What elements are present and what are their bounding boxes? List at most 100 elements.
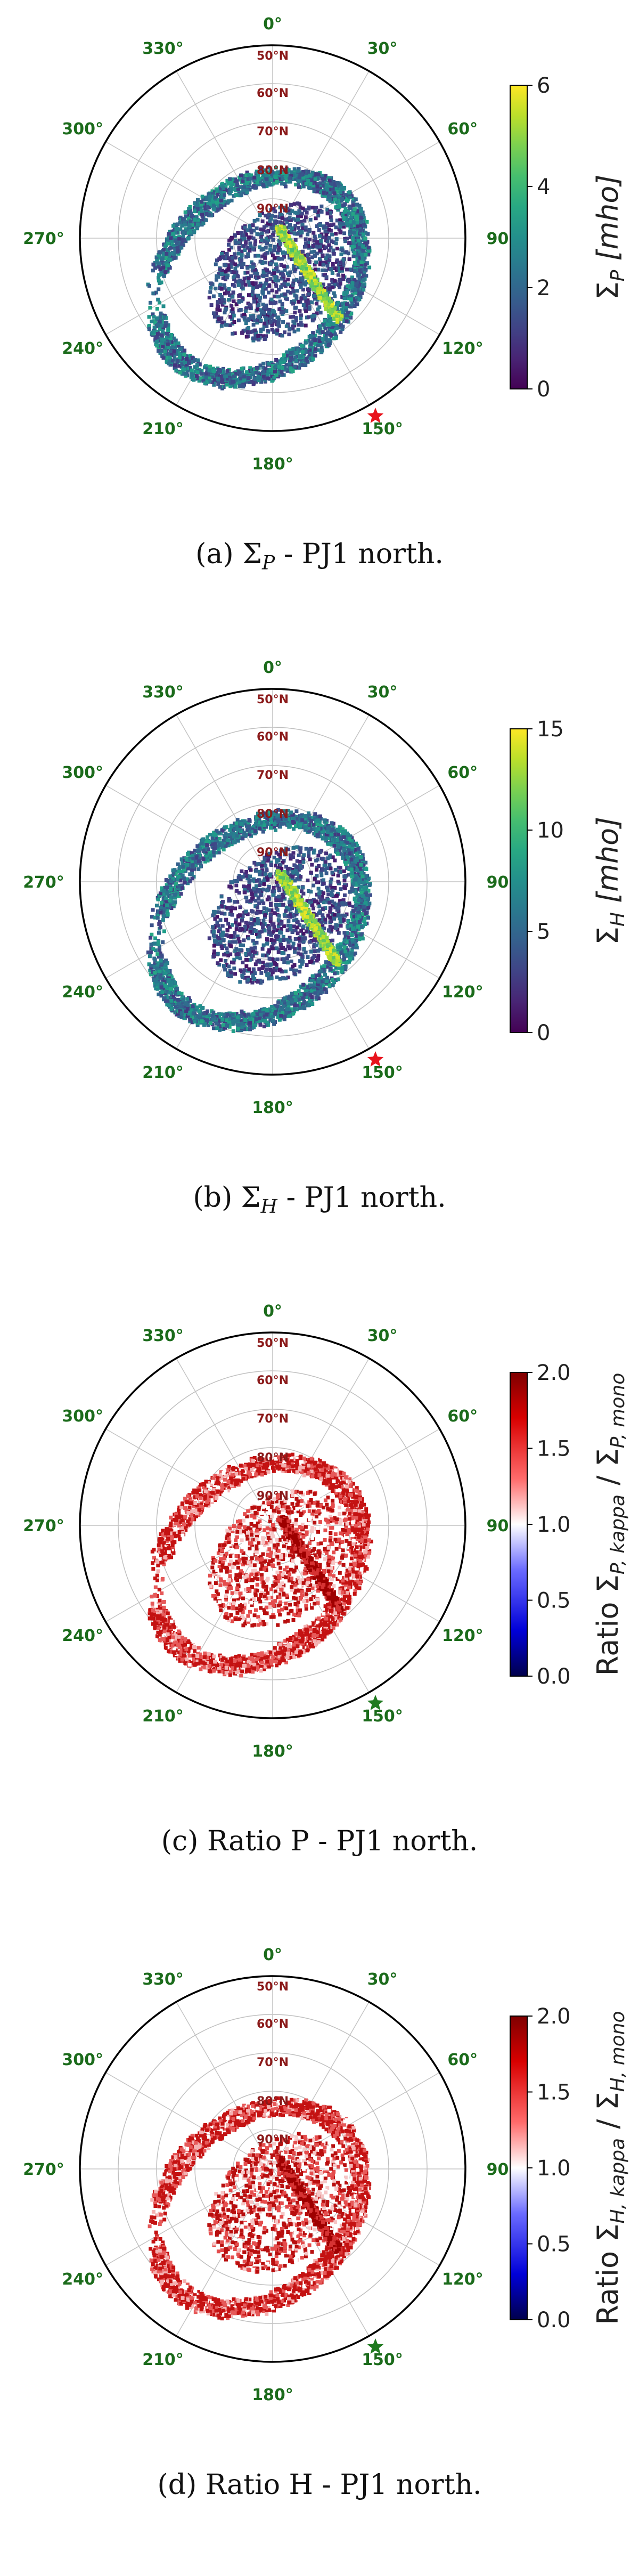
longitude-label: 0° xyxy=(263,659,282,677)
colorbar-tick-label: 0 xyxy=(537,1021,550,1045)
latitude-label: 70°N xyxy=(257,1412,289,1426)
latitude-label: 60°N xyxy=(257,87,289,100)
conductance-data xyxy=(148,2096,372,2321)
longitude-label: 150° xyxy=(362,1707,403,1726)
latitude-label: 70°N xyxy=(257,125,289,139)
latitude-label: 60°N xyxy=(257,730,289,744)
conductance-data xyxy=(146,165,372,391)
longitude-label: 240° xyxy=(62,983,103,1002)
longitude-label: 330° xyxy=(142,39,184,58)
longitude-label: 180° xyxy=(252,455,293,474)
polar-boundary xyxy=(79,1331,466,1719)
longitude-label: 30° xyxy=(367,1327,398,1345)
juno-marker-star xyxy=(367,1051,384,1067)
longitude-label: 60° xyxy=(447,1407,478,1426)
latitude-label: 90°N xyxy=(257,202,289,216)
juno-marker-star xyxy=(367,408,384,423)
longitude-label: 120° xyxy=(442,1627,484,1645)
longitude-label: 270° xyxy=(23,230,64,248)
colorbar-tick-label: 15 xyxy=(537,717,564,742)
longitude-label: 270° xyxy=(23,873,64,892)
colorbar-tick-label: 2.0 xyxy=(537,1361,571,1385)
colorbar-tick-label: 4 xyxy=(537,175,550,199)
latitude-label: 60°N xyxy=(257,1374,289,1387)
longitude-label: 300° xyxy=(62,120,103,139)
longitude-label: 240° xyxy=(62,339,103,358)
juno-marker-star xyxy=(367,1695,384,1710)
longitude-label: 210° xyxy=(142,420,184,438)
longitude-label: 30° xyxy=(367,683,398,702)
longitude-label: 150° xyxy=(362,420,403,438)
colorbar-tick-label: 0 xyxy=(537,377,550,402)
colorbar-tick-label: 0.0 xyxy=(537,2308,571,2333)
conductance-data xyxy=(147,1452,373,1678)
latitude-label: 80°N xyxy=(257,2095,289,2108)
longitude-label: 330° xyxy=(142,1970,184,1989)
latitude-label: 90°N xyxy=(257,846,289,859)
colorbar-label: Ratio ΣP, kappa / ΣP, mono xyxy=(591,1373,629,1676)
figure-panel-d: 50°N 60°N 70°N 80°N 90°N 0° 30° 60° 90° 120° 150° 1… xyxy=(0,1931,639,2574)
longitude-label: 120° xyxy=(442,983,484,1002)
longitude-label: 240° xyxy=(62,2270,103,2289)
longitude-label: 270° xyxy=(23,2160,64,2179)
longitude-label: 30° xyxy=(367,39,398,58)
colorbar-tick-label: 10 xyxy=(537,818,564,843)
longitude-label: 60° xyxy=(447,2051,478,2069)
polar-plot-c: 50°N60°N70°N80°N90°N0°30°60°90°120°150°1… xyxy=(23,1302,629,1761)
panel-caption: (a) ΣP - PJ1 north. xyxy=(195,538,444,574)
colorbar-tick-label: 1.5 xyxy=(537,2081,571,2105)
polar-boundary xyxy=(79,688,466,1076)
colorbar-tick-label: 6 xyxy=(537,74,550,98)
longitude-label: 210° xyxy=(142,1707,184,1726)
polar-boundary xyxy=(79,1975,466,2363)
juno-marker-star xyxy=(367,2338,384,2354)
colorbar-label: Ratio ΣH, kappa / ΣH, mono xyxy=(591,2011,629,2325)
latitude-label: 50°N xyxy=(257,50,289,63)
longitude-label: 0° xyxy=(263,1302,282,1321)
panel-caption: (c) Ratio P - PJ1 north. xyxy=(161,1825,478,1857)
panel-caption: (b) ΣH - PJ1 north. xyxy=(193,1182,446,1218)
longitude-label: 180° xyxy=(252,2386,293,2404)
longitude-label: 60° xyxy=(447,120,478,139)
longitude-label: 150° xyxy=(362,1063,403,1082)
colorbar: 0.0 0.5 1.0 1.5 2.0 Ratio ΣP, kappa / ΣP, mon… xyxy=(510,1361,629,1689)
colorbar: 0 5 10 15 ΣH [mho] xyxy=(510,717,629,1045)
longitude-label: 60° xyxy=(447,763,478,782)
longitude-label: 270° xyxy=(23,1517,64,1535)
figure-panel-b: 50°N 60°N 70°N 80°N 90°N 0° 30° 60° 90° 120° 150° 1… xyxy=(0,644,639,1287)
longitude-label: 120° xyxy=(442,339,484,358)
polar-plot-d: 50°N60°N70°N80°N90°N0°30°60°90°120°150°1… xyxy=(23,1946,629,2404)
colorbar-tick-label: 0.5 xyxy=(537,1589,571,1613)
longitude-label: 300° xyxy=(62,1407,103,1426)
polar-boundary xyxy=(79,44,466,432)
colorbar-tick-label: 2.0 xyxy=(537,2004,571,2029)
conductance-data xyxy=(146,808,372,1033)
figure-panel-a: 50°N 60°N 70°N 80°N 90°N 0° 30° 60° 90° 120° 150° 1… xyxy=(0,0,639,644)
latitude-label: 70°N xyxy=(257,2056,289,2069)
longitude-label: 300° xyxy=(62,2051,103,2069)
longitude-label: 240° xyxy=(62,1627,103,1645)
longitude-label: 330° xyxy=(142,683,184,702)
longitude-label: 180° xyxy=(252,1742,293,1761)
polar-plot-a: 50°N60°N70°N80°N90°N0°30°60°90°120°150°1… xyxy=(23,15,629,474)
colorbar-tick-label: 0.0 xyxy=(537,1664,571,1689)
latitude-label: 90°N xyxy=(257,2133,289,2147)
latitude-label: 50°N xyxy=(257,1980,289,1994)
longitude-label: 0° xyxy=(263,1946,282,1964)
longitude-label: 180° xyxy=(252,1099,293,1117)
latitude-label: 50°N xyxy=(257,693,289,706)
colorbar-tick-label: 2 xyxy=(537,276,550,300)
colorbar-tick-label: 1.5 xyxy=(537,1437,571,1461)
colorbar-tick-label: 1.0 xyxy=(537,2156,571,2181)
colorbar-tick-label: 0.5 xyxy=(537,2232,571,2257)
longitude-label: 210° xyxy=(142,1063,184,1082)
colorbar: 0 2 4 6 ΣP [mho] xyxy=(510,74,629,402)
polar-plot-b: 50°N60°N70°N80°N90°N0°30°60°90°120°150°1… xyxy=(23,659,629,1117)
colorbar: 0.0 0.5 1.0 1.5 2.0 Ratio ΣH, kappa / ΣH, mon… xyxy=(510,2004,629,2333)
colorbar-label: ΣP [mho] xyxy=(591,174,629,299)
colorbar-label: ΣH [mho] xyxy=(591,817,629,945)
longitude-label: 120° xyxy=(442,2270,484,2289)
latitude-label: 70°N xyxy=(257,769,289,782)
longitude-label: 300° xyxy=(62,763,103,782)
colorbar-tick-label: 5 xyxy=(537,920,550,944)
